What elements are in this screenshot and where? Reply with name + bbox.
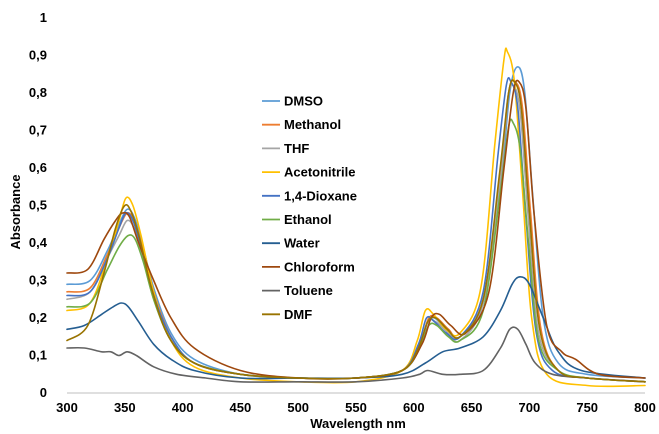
legend-item: Methanol — [262, 117, 341, 132]
legend-label: DMSO — [284, 94, 323, 109]
y-tick-label: 0,2 — [29, 310, 47, 325]
legend-item: DMF — [262, 307, 312, 322]
y-tick-label: 0,9 — [29, 48, 47, 63]
legend: DMSO Methanol THF Acetonitrile 1,4-Dioxane Et… — [262, 94, 357, 322]
y-axis-title: Absorbance — [8, 174, 23, 249]
legend-item: Water — [262, 236, 320, 251]
legend-label: Water — [284, 236, 320, 251]
x-tick-label: 700 — [519, 400, 541, 415]
x-tick-label: 400 — [172, 400, 194, 415]
legend-label: DMF — [284, 307, 312, 322]
series-line-1-4-dioxane — [66, 76, 646, 383]
series-line-chloroform — [66, 79, 646, 380]
x-tick-label: 750 — [576, 400, 598, 415]
series-line-methanol — [66, 79, 646, 383]
y-tick-label: 0,6 — [29, 160, 47, 175]
legend-item: 1,4-Dioxane — [262, 188, 357, 203]
x-tick-label: 650 — [461, 400, 483, 415]
legend-label: Acetonitrile — [284, 165, 356, 180]
legend-item: Toluene — [262, 283, 333, 298]
legend-label: THF — [284, 141, 309, 156]
series-line-ethanol — [66, 118, 646, 383]
y-tick-label: 0 — [40, 385, 47, 400]
series-line-acetonitrile — [66, 47, 646, 388]
x-tick-label: 800 — [634, 400, 656, 415]
y-tick-label: 0,4 — [29, 235, 48, 250]
legend-item: Chloroform — [262, 259, 355, 274]
y-tick-label: 0,7 — [29, 123, 47, 138]
plot-area — [66, 47, 646, 394]
y-tick-label: 0,8 — [29, 85, 47, 100]
legend-item: DMSO — [262, 94, 323, 109]
y-tick-label: 1 — [40, 10, 47, 25]
series-line-water — [66, 276, 646, 380]
legend-label: Methanol — [284, 117, 341, 132]
x-tick-label: 450 — [230, 400, 252, 415]
x-axis-ticks: 300 350 400 450 500 550 600 650 700 750 800 — [56, 400, 656, 415]
series-line-dmso — [66, 66, 646, 380]
series-line-toluene — [66, 326, 646, 383]
series-line-dmf — [66, 79, 646, 383]
legend-item: Ethanol — [262, 212, 332, 227]
legend-label: 1,4-Dioxane — [284, 188, 357, 203]
series-line-thf — [66, 84, 646, 383]
y-axis-ticks: 0 0,1 0,2 0,3 0,4 0,5 0,6 0,7 0,8 0,9 1 — [29, 10, 48, 400]
legend-label: Ethanol — [284, 212, 332, 227]
legend-item: Acetonitrile — [262, 165, 356, 180]
y-tick-label: 0,3 — [29, 273, 47, 288]
y-tick-label: 0,5 — [29, 198, 47, 213]
x-tick-label: 550 — [345, 400, 367, 415]
x-tick-label: 350 — [114, 400, 136, 415]
legend-item: THF — [262, 141, 309, 156]
x-axis-title: Wavelength nm — [310, 416, 406, 431]
y-tick-label: 0,1 — [29, 348, 47, 363]
x-tick-label: 600 — [403, 400, 425, 415]
x-tick-label: 500 — [287, 400, 309, 415]
x-tick-label: 300 — [56, 400, 78, 415]
legend-label: Chloroform — [284, 259, 355, 274]
legend-label: Toluene — [284, 283, 333, 298]
